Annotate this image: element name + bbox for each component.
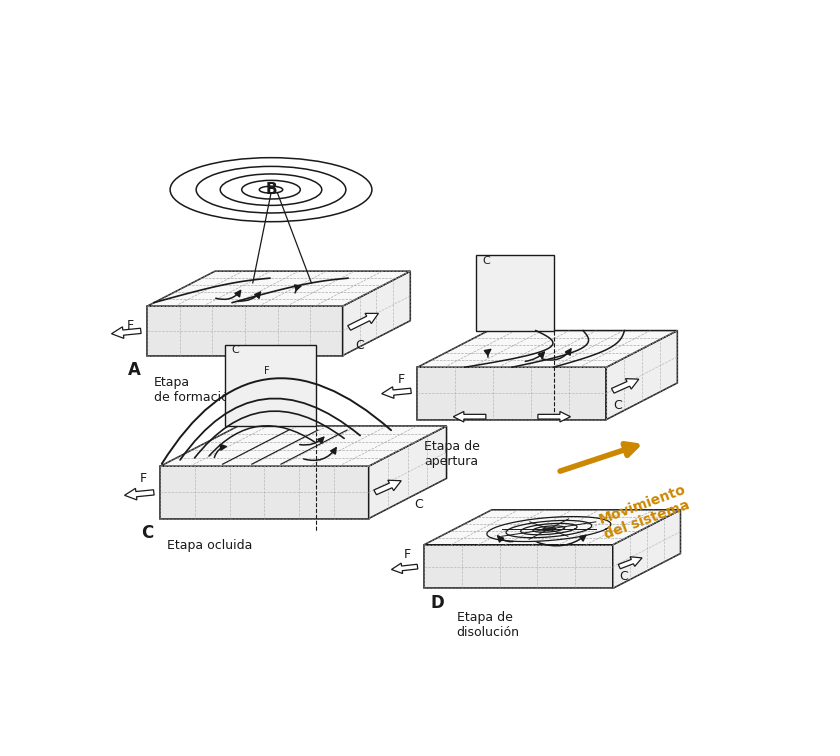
Polygon shape [391,563,417,574]
Text: D: D [430,594,444,612]
Text: C: C [619,570,628,583]
Polygon shape [475,255,554,330]
Text: C: C [142,525,154,542]
Polygon shape [424,510,680,545]
Polygon shape [613,510,680,588]
Polygon shape [160,466,369,519]
Text: B: B [398,426,411,444]
Text: Movimiento
del sistema: Movimiento del sistema [596,482,693,541]
Polygon shape [147,271,410,306]
Polygon shape [374,480,402,494]
Text: F: F [140,472,147,485]
Polygon shape [112,327,141,339]
Text: A: A [128,361,141,380]
Text: F: F [404,548,411,561]
Polygon shape [417,367,606,420]
Polygon shape [538,411,570,422]
Text: F: F [397,373,405,386]
Polygon shape [381,387,412,398]
Text: Etapa de
disolución: Etapa de disolución [457,611,519,639]
Polygon shape [369,426,447,519]
Polygon shape [225,345,317,426]
Text: Etapa
de formación: Etapa de formación [154,376,236,404]
Text: C: C [482,256,490,265]
Text: F: F [265,366,270,376]
Polygon shape [612,379,639,393]
Text: Etapa de
apertura: Etapa de apertura [424,440,480,468]
Polygon shape [618,556,642,569]
Polygon shape [343,271,410,355]
Text: C: C [355,339,365,352]
Polygon shape [160,426,447,466]
Text: C: C [232,345,239,355]
Polygon shape [348,314,379,330]
Polygon shape [147,306,343,355]
Text: C: C [414,498,423,511]
Text: Etapa ocluida: Etapa ocluida [167,539,252,552]
Polygon shape [606,330,677,420]
Polygon shape [454,411,486,422]
Text: C: C [613,399,622,412]
Text: F: F [127,319,134,333]
Polygon shape [417,330,677,367]
Text: B: B [265,182,277,197]
Polygon shape [424,545,613,588]
Polygon shape [124,488,155,500]
